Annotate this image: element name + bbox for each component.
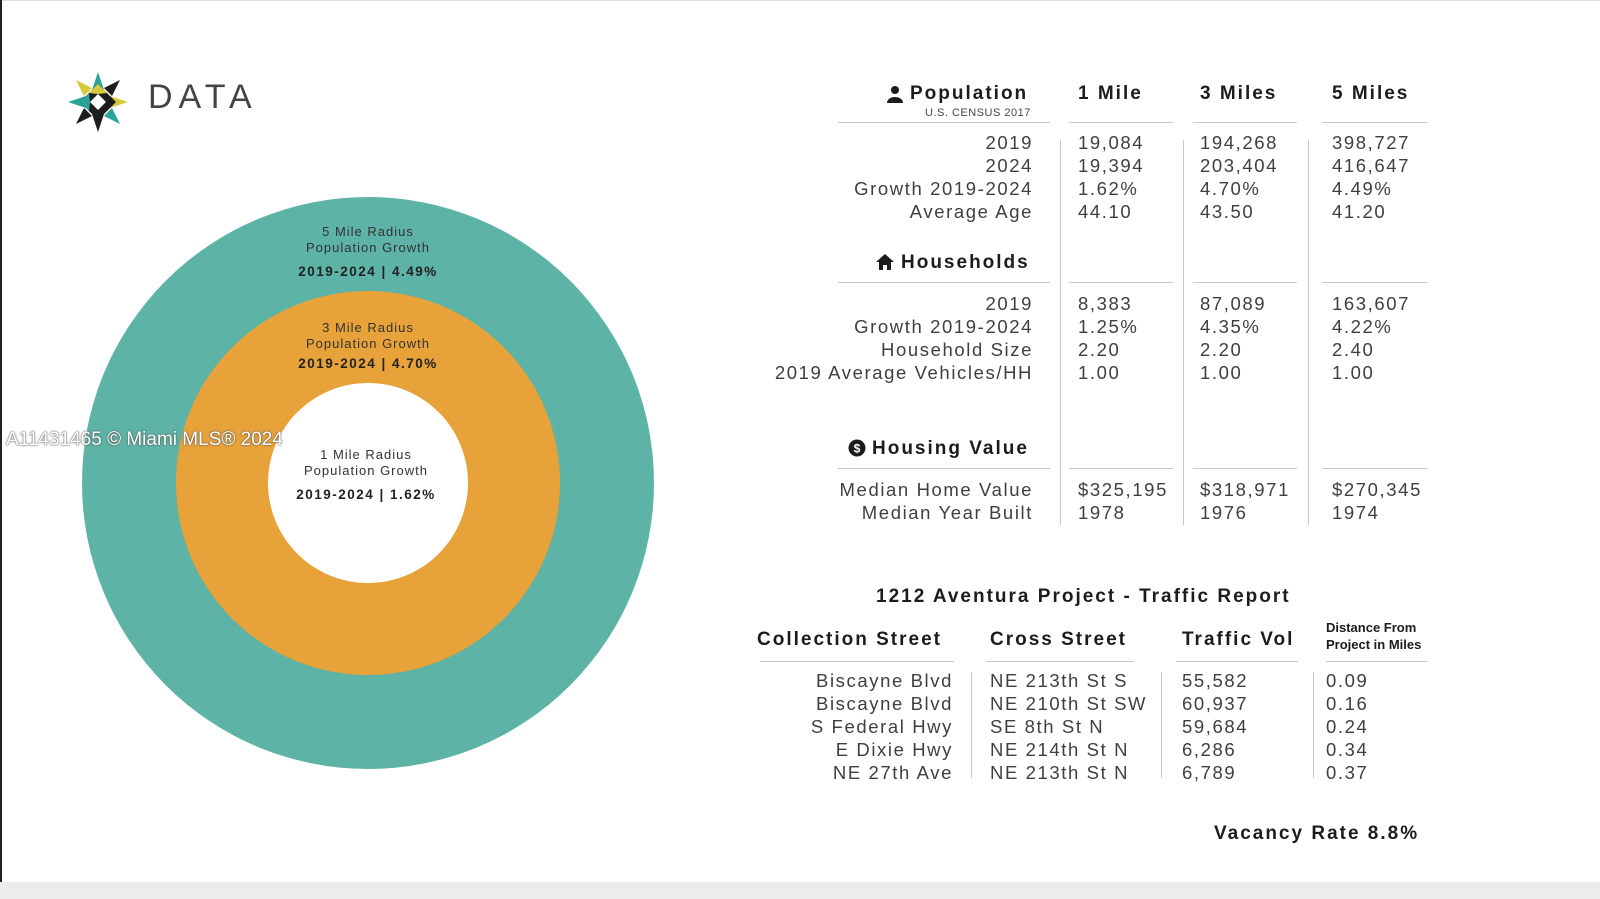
divider xyxy=(1322,282,1428,283)
households-title: Households xyxy=(901,252,1030,273)
divider xyxy=(1176,661,1298,662)
table-row: Biscayne Blvd NE 213th St S 55,582 0.09 xyxy=(816,670,1369,691)
column-divider xyxy=(1060,140,1061,525)
traffic-report-title: 1212 Aventura Project - Traffic Report xyxy=(876,586,1291,607)
star-logo-icon xyxy=(66,70,130,134)
col-header-distance: Distance From Project in Miles xyxy=(1326,620,1422,652)
table-row: Growth 2019-2024 1.62% 4.70% 4.49% xyxy=(854,178,1393,199)
column-divider xyxy=(1313,672,1314,778)
table-row: 2019 8,383 87,089 163,607 xyxy=(985,293,1411,314)
radius-rings-graphic xyxy=(82,197,654,769)
table-row: Average Age 44.10 43.50 41.20 xyxy=(909,201,1387,222)
population-subtitle: U.S. CENSUS 2017 xyxy=(925,107,1031,119)
population-title: Population xyxy=(910,83,1029,104)
divider xyxy=(838,282,1050,283)
divider xyxy=(1069,122,1173,123)
table-row: 2019 Average Vehicles/HH 1.00 1.00 1.00 xyxy=(774,362,1375,383)
divider xyxy=(838,468,1050,469)
col-header-1-mile: 1 Mile xyxy=(1078,83,1143,104)
mls-watermark: A11431465 © Miami MLS® 2024 xyxy=(6,429,283,450)
table-row: Median Home Value $325,195 $318,971 $270… xyxy=(839,479,1422,500)
ring-1-mile-label: 1 Mile Radius Population Growth 2019-2024… xyxy=(296,447,436,502)
table-row: Median Year Built 1978 1976 1974 xyxy=(861,502,1380,523)
population-rows: 2019 19,084 194,268 398,727 2024 19,394 … xyxy=(700,131,1440,223)
divider xyxy=(1326,661,1428,662)
table-row: E Dixie Hwy NE 214th St N 6,286 0.34 xyxy=(835,739,1369,760)
traffic-rows: Biscayne Blvd NE 213th St S 55,582 0.09 … xyxy=(700,669,1440,784)
col-header-traffic-vol: Traffic Vol xyxy=(1182,629,1295,650)
vacancy-rate: Vacancy Rate 8.8% xyxy=(1214,823,1420,844)
svg-text:$: $ xyxy=(854,442,861,456)
divider xyxy=(1193,282,1297,283)
column-divider xyxy=(1308,140,1309,525)
frame-left-edge xyxy=(0,0,2,899)
column-divider xyxy=(971,672,972,778)
table-row: Growth 2019-2024 1.25% 4.35% 4.22% xyxy=(854,316,1393,337)
house-icon xyxy=(875,253,895,271)
ring-1-mile xyxy=(268,383,468,583)
frame-top-edge xyxy=(0,0,1600,1)
table-row: 2024 19,394 203,404 416,647 xyxy=(985,155,1411,176)
housing-value-rows: Median Home Value $325,195 $318,971 $270… xyxy=(700,478,1440,524)
ring-5-mile-label: 5 Mile Radius Population Growth 2019-2024… xyxy=(298,224,438,279)
col-header-3-miles: 3 Miles xyxy=(1200,83,1278,104)
ring-3-mile-label: 3 Mile Radius Population Growth 2019-2024… xyxy=(298,320,438,371)
divider xyxy=(760,661,954,662)
divider xyxy=(838,122,1050,123)
divider xyxy=(1193,468,1297,469)
frame-bottom-edge xyxy=(0,882,1600,899)
logo-title: DATA xyxy=(148,78,258,116)
dollar-icon: $ xyxy=(848,439,866,457)
table-row: Household Size 2.20 2.20 2.40 xyxy=(881,339,1375,360)
person-icon xyxy=(886,85,904,103)
table-row: NE 27th Ave NE 213th St N 6,789 0.37 xyxy=(832,762,1369,783)
housing-value-title: Housing Value xyxy=(872,438,1029,459)
table-row: S Federal Hwy SE 8th St N 59,684 0.24 xyxy=(810,716,1369,737)
col-header-cross-street: Cross Street xyxy=(990,629,1127,650)
divider xyxy=(1069,468,1173,469)
divider xyxy=(1069,282,1173,283)
table-row: Biscayne Blvd NE 210th St SW 60,937 0.16 xyxy=(816,693,1369,714)
col-header-5-miles: 5 Miles xyxy=(1332,83,1410,104)
divider xyxy=(1193,122,1297,123)
divider xyxy=(1322,122,1428,123)
col-header-collection-street: Collection Street xyxy=(757,629,942,650)
households-rows: 2019 8,383 87,089 163,607 Growth 2019-20… xyxy=(700,292,1440,384)
divider xyxy=(1322,468,1428,469)
divider xyxy=(986,661,1134,662)
table-row: 2019 19,084 194,268 398,727 xyxy=(985,132,1411,153)
column-divider xyxy=(1161,672,1162,778)
column-divider xyxy=(1183,140,1184,525)
